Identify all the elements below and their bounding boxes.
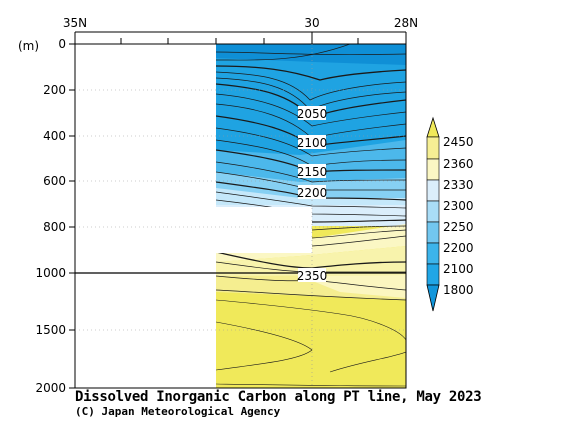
contour-label: 2350 bbox=[297, 269, 328, 283]
colorbar-label: 1800 bbox=[443, 283, 474, 297]
plot-frame bbox=[74, 43, 407, 389]
tick-label-y: 1500 bbox=[35, 323, 66, 337]
tick-label-y: 400 bbox=[43, 129, 66, 143]
tick-label-y: 800 bbox=[43, 220, 66, 234]
contour-label-bg bbox=[298, 164, 326, 178]
contour-label-bg bbox=[298, 185, 326, 199]
tick-label-y: 0 bbox=[58, 37, 66, 51]
colorbar-segment bbox=[426, 221, 440, 244]
colorbar-label: 2250 bbox=[443, 220, 474, 234]
colorbar-segment bbox=[426, 179, 440, 202]
tick-label-y: 600 bbox=[43, 174, 66, 188]
contour-label: 2100 bbox=[297, 136, 328, 150]
colorbar-label: 2330 bbox=[443, 178, 474, 192]
contour-label-bg bbox=[298, 106, 326, 120]
contour-lines bbox=[216, 44, 406, 387]
top-axis-ticks bbox=[74, 31, 407, 44]
colorbar-segment bbox=[426, 158, 440, 181]
gridlines bbox=[75, 44, 406, 388]
colorbar-label: 2450 bbox=[443, 135, 474, 149]
contour-label: 2150 bbox=[297, 165, 328, 179]
tick-label-x: 30 bbox=[304, 16, 319, 30]
tick-label-y: 2000 bbox=[35, 381, 66, 395]
colorbar-segment bbox=[426, 136, 440, 160]
colorbar-bottom-arrow bbox=[426, 284, 440, 312]
contour-value-labels: 2050 2100 2150 2200 2350 bbox=[297, 106, 328, 283]
colorbar-segment bbox=[426, 263, 440, 286]
contour-label: 2200 bbox=[297, 186, 328, 200]
colorbar-label: 2360 bbox=[443, 157, 474, 171]
left-axis-labels: 0 200 400 600 800 1000 1500 2000 bbox=[35, 37, 66, 395]
chart-credit: (C) Japan Meteorological Agency bbox=[75, 405, 281, 418]
colorbar-segment bbox=[426, 200, 440, 223]
colorbar-label: 2200 bbox=[443, 241, 474, 255]
tick-label-y: 1000 bbox=[35, 266, 66, 280]
chart-title: Dissolved Inorganic Carbon along PT line… bbox=[75, 389, 482, 405]
y-axis-unit-label: (m) bbox=[18, 39, 39, 53]
tick-label-x: 35N bbox=[63, 16, 87, 30]
colorbar bbox=[426, 116, 440, 312]
contour-label-bg bbox=[298, 135, 326, 149]
colorbar-label: 2300 bbox=[443, 199, 474, 213]
colorbar-label: 2100 bbox=[443, 262, 474, 276]
colorbar-top-arrow bbox=[426, 116, 440, 138]
colorbar-segment bbox=[426, 242, 440, 265]
no-data-mask bbox=[216, 207, 312, 253]
colorbar-labels: 2450 2360 2330 2300 2250 2200 2100 1800 bbox=[443, 135, 474, 297]
tick-label-x: 28N bbox=[394, 16, 418, 30]
left-axis-ticks bbox=[69, 43, 75, 389]
contour-label: 2050 bbox=[297, 107, 328, 121]
contour-label-bg bbox=[298, 268, 326, 282]
tick-label-y: 200 bbox=[43, 83, 66, 97]
top-axis-labels: 35N 30 28N bbox=[63, 16, 418, 30]
